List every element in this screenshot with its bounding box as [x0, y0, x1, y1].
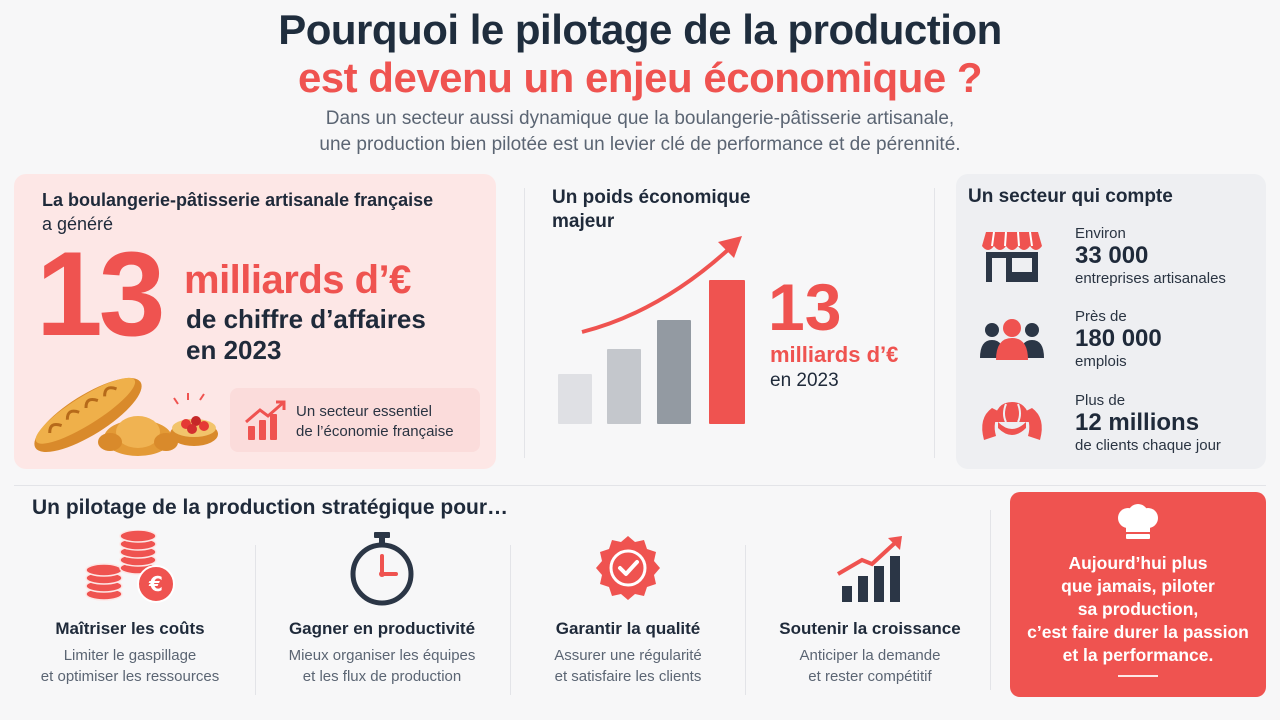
weight-year: en 2023	[770, 370, 839, 391]
revenue-label-bold: La boulangerie-pâtisserie artisanale fra…	[42, 190, 434, 210]
quote-text: Aujourd’hui plus que jamais, piloter sa …	[1010, 552, 1266, 667]
desc-line-2: et optimiser les ressources	[40, 668, 220, 685]
divider	[934, 188, 935, 458]
desc-line-2: et rester compétitif	[808, 668, 932, 685]
badge-line-1: Un secteur essentiel	[296, 403, 432, 420]
desc-line-1: Assurer une régularité	[554, 647, 702, 664]
baguette-croissant-illustration	[34, 377, 218, 456]
strategy-item-desc: Anticiper la demande et rester compétiti…	[755, 645, 985, 687]
growth-chart-icon	[245, 400, 286, 440]
stat-enterprises: Environ 33 000 entreprises artisanales	[1075, 225, 1226, 287]
badge-text: Un secteur essentiel de l’économie franç…	[296, 402, 454, 442]
people-icon	[980, 319, 1044, 360]
quote-line-5: et la performance.	[1062, 645, 1214, 665]
essential-sector-badge: Un secteur essentiel de l’économie franç…	[230, 388, 480, 452]
strategy-item-desc: Limiter le gaspillage et optimiser les r…	[14, 645, 246, 687]
stopwatch-icon	[350, 532, 414, 606]
growth-chart-icon	[836, 536, 902, 602]
quality-badge-icon	[596, 536, 660, 600]
revenue-label: La boulangerie-pâtisserie artisanale fra…	[42, 188, 433, 236]
badge-line-2: de l’économie française	[296, 423, 454, 440]
trend-arrow	[581, 246, 732, 334]
stat-suffix: emplois	[1075, 353, 1127, 370]
stat-number: 33 000	[1075, 242, 1149, 269]
desc-line-2: et satisfaire les clients	[554, 668, 702, 685]
section-divider	[14, 485, 1266, 486]
chart-bar	[607, 349, 641, 424]
stat-number: 180 000	[1075, 325, 1162, 352]
quote-card: Aujourd’hui plus que jamais, piloter sa …	[1010, 492, 1266, 697]
intro-text: Dans un secteur aussi dynamique que la b…	[0, 106, 1280, 158]
strategy-item-growth: Soutenir la croissance Anticiper la dema…	[755, 530, 985, 687]
strategy-item-desc: Mieux organiser les équipes et les flux …	[262, 645, 502, 687]
weight-big-number: 13	[768, 270, 842, 344]
quote-line-4: c’est faire durer la passion	[1027, 622, 1249, 642]
strategy-item-title: Garantir la qualité	[555, 619, 701, 638]
strategy-title: Un pilotage de la production stratégique…	[32, 496, 509, 519]
divider	[745, 545, 746, 695]
stat-jobs: Près de 180 000 emplois	[1075, 308, 1162, 370]
strategy-item-productivity: Gagner en productivité Mieux organiser l…	[262, 530, 502, 687]
stat-suffix: de clients chaque jour	[1075, 437, 1221, 454]
revenue-label-rest: a généré	[42, 214, 114, 234]
chart-bar	[709, 280, 745, 424]
desc-line-2: et les flux de production	[302, 668, 462, 685]
divider	[524, 188, 525, 458]
strategy-item-title: Gagner en productivité	[288, 619, 476, 638]
weight-unit: milliards d’€	[770, 342, 899, 367]
divider	[990, 510, 991, 690]
revenue-description: de chiffre d’affaires en 2023	[186, 304, 426, 366]
chart-bar	[558, 374, 592, 424]
quote-line-3: sa production,	[1077, 599, 1199, 619]
chef-hat-icon	[1118, 504, 1158, 539]
trend-arrow-head	[718, 236, 742, 258]
strategy-item-title: Soutenir la croissance	[779, 619, 961, 638]
stat-suffix: entreprises artisanales	[1075, 270, 1226, 287]
sector-title: Un secteur qui compte	[968, 186, 1173, 207]
revenue-card: La boulangerie-pâtisserie artisanale fra…	[14, 174, 496, 469]
desc-line-1: Limiter le gaspillage	[63, 647, 197, 664]
page-title: Pourquoi le pilotage de la production	[278, 6, 1002, 53]
revenue-unit: milliards d’€	[184, 258, 411, 302]
stat-clients: Plus de 12 millions de clients chaque jo…	[1075, 392, 1221, 454]
page-title-accent: est devenu un enjeu économique ?	[297, 54, 983, 101]
stat-prefix: Près de	[1075, 308, 1127, 325]
intro-line-1: Dans un secteur aussi dynamique que la b…	[325, 108, 955, 129]
revenue-desc-line-1: de chiffre d’affaires	[186, 304, 426, 334]
coins-euro-icon: €	[85, 529, 175, 603]
strategy-item-quality: Garantir la qualité Assurer une régulari…	[518, 530, 738, 687]
weight-title-line-2: majeur	[552, 211, 615, 232]
quote-line-1: Aujourd’hui plus	[1068, 553, 1208, 573]
strategy-item-costs: € Maîtriser les coûts Limiter le gaspill…	[14, 529, 246, 687]
chart-bar	[657, 320, 691, 424]
revenue-big-number: 13	[36, 227, 165, 361]
stat-number: 12 millions	[1075, 409, 1200, 436]
desc-line-1: Mieux organiser les équipes	[288, 647, 476, 664]
divider	[255, 545, 256, 695]
desc-line-1: Anticiper la demande	[799, 647, 941, 664]
revenue-desc-line-2: en 2023	[186, 335, 282, 365]
strategy-item-title: Maîtriser les coûts	[55, 619, 205, 638]
quote-underline	[1118, 675, 1158, 677]
svg-text:€: €	[148, 572, 163, 596]
intro-line-2: une production bien pilotée est un levie…	[319, 134, 961, 155]
stat-prefix: Environ	[1075, 225, 1126, 242]
quote-line-2: que jamais, piloter	[1061, 576, 1215, 596]
weight-title: Un poids économique majeur	[552, 186, 750, 234]
croissant-icon	[982, 402, 1042, 440]
divider	[510, 545, 511, 695]
tart-icon	[170, 393, 218, 446]
weight-title-line-1: Un poids économique	[552, 187, 751, 208]
strategy-item-desc: Assurer une régularité et satisfaire les…	[518, 645, 738, 687]
stat-prefix: Plus de	[1075, 392, 1126, 409]
shop-icon	[982, 231, 1042, 282]
growth-bar-chart	[558, 236, 745, 424]
